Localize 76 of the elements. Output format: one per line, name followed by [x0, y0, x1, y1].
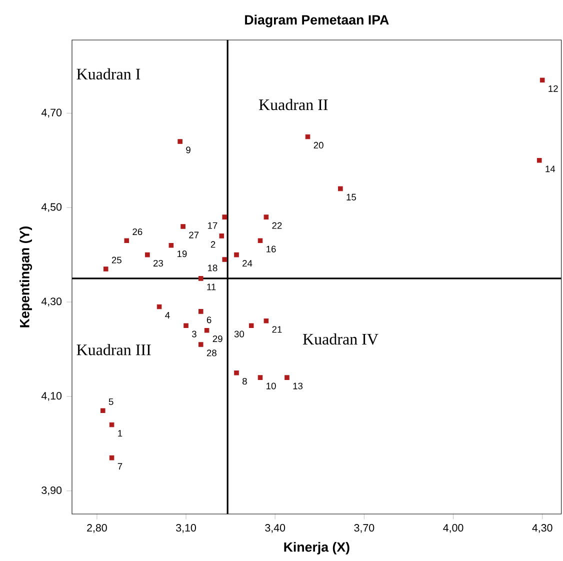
point — [198, 276, 204, 281]
x-axis-title: Kinerja (X) — [284, 542, 350, 554]
point — [145, 252, 150, 258]
annotation: 16 — [266, 246, 276, 252]
point — [219, 234, 224, 238]
annotation: 17 — [208, 222, 218, 229]
annotation: Kuadran II — [258, 98, 328, 110]
annotation: 27 — [189, 232, 199, 238]
annotation: 22 — [272, 222, 282, 229]
x-tick-label: 4,00 — [443, 524, 464, 533]
annotation: 25 — [112, 256, 122, 264]
point — [258, 238, 263, 244]
x-tick-label: 3,70 — [354, 524, 374, 533]
annotation: 1 — [118, 430, 122, 437]
point — [264, 318, 269, 324]
annotation: 18 — [208, 264, 218, 272]
annotation: 14 — [546, 166, 556, 172]
y-tick-label: 4,10 — [41, 392, 62, 401]
point — [198, 342, 204, 347]
y-tick-label: 4,50 — [41, 203, 62, 212]
annotation: 11 — [207, 284, 216, 290]
annotation: 30 — [234, 330, 244, 338]
y-tick-label: 4,70 — [41, 108, 62, 118]
x-tick-label: 2,80 — [87, 524, 107, 533]
point — [540, 78, 545, 83]
annotation: 6 — [206, 316, 212, 324]
point — [180, 224, 186, 229]
annotation: 20 — [314, 142, 324, 149]
point — [264, 214, 269, 220]
point — [258, 375, 263, 380]
annotation: 9 — [186, 146, 190, 154]
point — [100, 408, 106, 414]
point — [103, 266, 108, 272]
point — [124, 238, 130, 244]
point — [178, 139, 182, 144]
y-axis-title: Kepentingan (Y) — [20, 226, 32, 328]
annotation: 12 — [548, 85, 558, 92]
annotation: 4 — [165, 312, 170, 318]
annotation: 2 — [210, 241, 216, 248]
point — [338, 186, 343, 192]
annotation: 28 — [206, 350, 216, 356]
point — [248, 323, 254, 328]
annotation: 21 — [272, 326, 282, 333]
point — [198, 309, 204, 314]
chart-title: Diagram Pemetaan IPA — [245, 14, 389, 28]
point — [536, 158, 542, 163]
annotation: 23 — [153, 260, 163, 267]
point — [184, 323, 188, 328]
point — [204, 328, 210, 333]
annotation: 24 — [242, 260, 252, 267]
annotation: 29 — [212, 335, 222, 342]
point — [234, 370, 239, 376]
annotation: 15 — [346, 194, 356, 200]
annotation: Kuadran III — [76, 344, 151, 356]
annotation: 13 — [293, 382, 303, 390]
annotation: 8 — [242, 378, 247, 385]
annotation: 3 — [192, 330, 196, 338]
annotation: 26 — [132, 228, 142, 236]
x-tick-label: 3,10 — [176, 524, 196, 533]
annotation: 5 — [108, 398, 114, 405]
point — [168, 242, 174, 248]
point — [222, 214, 228, 220]
point — [109, 455, 114, 460]
y-tick-label: 3,90 — [42, 486, 62, 496]
point — [156, 304, 162, 310]
point — [222, 257, 228, 262]
annotation: 10 — [266, 382, 276, 390]
point — [234, 252, 239, 258]
y-tick-label: 4,30 — [41, 298, 62, 306]
annotation: 7 — [118, 463, 122, 470]
x-tick-label: 4,30 — [532, 524, 552, 533]
annotation: 19 — [177, 250, 187, 258]
point — [284, 375, 290, 380]
annotation: Kuadran IV — [302, 333, 378, 345]
annotation: Kuadran I — [76, 68, 140, 80]
x-tick-label: 3,40 — [265, 524, 286, 533]
